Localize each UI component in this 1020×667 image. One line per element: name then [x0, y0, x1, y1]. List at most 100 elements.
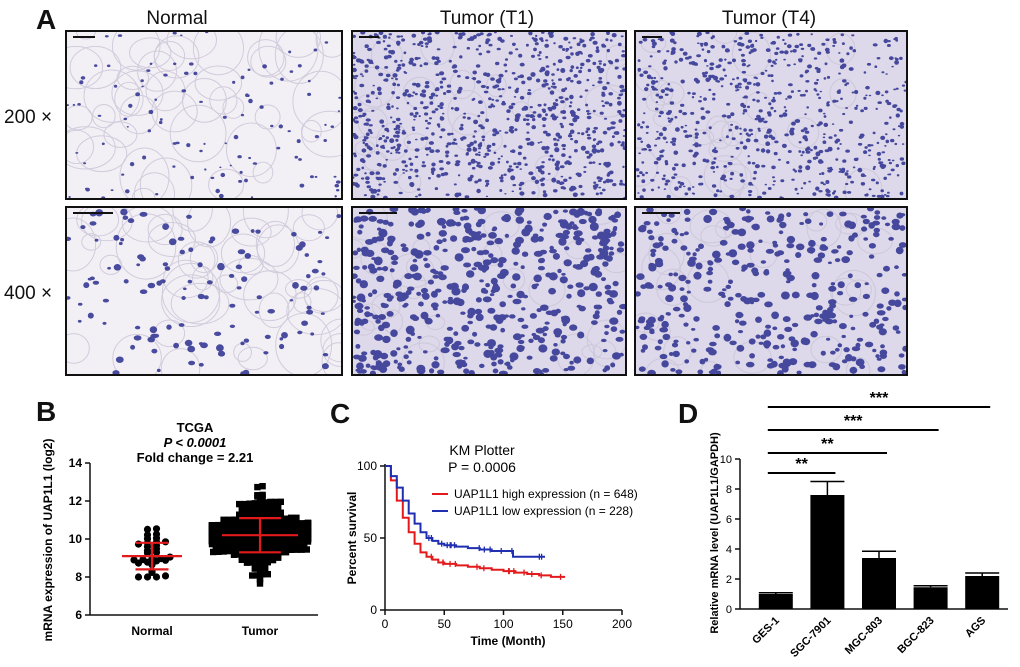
scale-bar: [642, 36, 662, 38]
scale-bar: [73, 36, 95, 38]
chart-d-ytick-label: 6: [726, 514, 732, 526]
chart-d-bar: Relative mRNA level (UAP1L1/GAPDH) 0 2 4 6 8…: [709, 390, 1008, 660]
chart-d-ytick-label: 2: [726, 574, 732, 586]
chart-c-xtick-label: 200: [612, 617, 632, 631]
chart-d-sig-label: **: [821, 436, 834, 453]
chart-b-xtick-label: Tumor: [242, 624, 279, 638]
chart-b-point-tumor: [282, 515, 290, 522]
chart-b-point-tumor: [254, 492, 261, 499]
micrograph-tumor-t1-200x: [351, 30, 627, 200]
chart-b-p-value: P < 0.0001: [164, 435, 227, 450]
micrograph-normal-400x: [65, 206, 343, 376]
chart-b-point-tumor: [254, 559, 261, 566]
chart-d-bar-ges-1: [758, 594, 793, 609]
chart-c-xtick-label: 0: [382, 617, 389, 631]
chart-c-xtick-label: 50: [438, 617, 452, 631]
chart-b-point-tumor: [225, 516, 232, 523]
chart-b-point-tumor: [246, 500, 253, 507]
chart-c-xtick-label: 100: [493, 617, 513, 631]
chart-b-point-tumor: [236, 543, 243, 550]
scale-bar: [359, 212, 397, 214]
legend-high-label: UAP1L1 high expression (n = 648): [454, 487, 638, 501]
chart-b-ytick-label: 12: [69, 494, 83, 508]
chart-b-point-tumor: [220, 535, 227, 542]
chart-b-point-tumor: [264, 571, 271, 578]
chart-b-point-tumor: [277, 498, 284, 505]
scale-bar: [359, 36, 379, 38]
chart-c-p-value: P = 0.0006: [448, 459, 516, 475]
chart-b-point-tumor: [241, 551, 248, 558]
chart-b-point-normal: [143, 573, 152, 581]
chart-b-point-tumor: [249, 559, 256, 566]
chart-b-point-tumor: [254, 483, 261, 491]
chart-c-title: KM Plotter: [449, 442, 515, 458]
chart-b-point-tumor: [220, 516, 227, 523]
chart-d-xtick-label: MGC-803: [843, 615, 885, 657]
chart-d-ytick-label: 8: [726, 484, 732, 496]
chart-d-sig-label: **: [795, 456, 808, 473]
chart-b-point-tumor: [259, 483, 266, 490]
chart-b-point-tumor: [230, 551, 238, 558]
row-header-400x: 400 ×: [4, 283, 53, 304]
chart-b-point-normal: [130, 556, 138, 564]
chart-d-bar-bgc-823: [913, 587, 948, 609]
chart-b-xtick-label: Normal: [131, 624, 172, 638]
chart-b-title: TCGA: [177, 420, 214, 435]
chart-b-point-tumor: [230, 535, 238, 542]
chart-d-ytick-label: 4: [726, 544, 732, 556]
chart-c-line-high: [385, 465, 566, 578]
chart-b-point-normal: [143, 525, 152, 533]
chart-b-point-tumor: [236, 511, 243, 518]
chart-b-point-tumor: [215, 521, 222, 529]
chart-b-point-tumor: [256, 580, 264, 587]
chart-d-xtick-label: GES-1: [750, 615, 782, 647]
chart-b-point-tumor: [269, 504, 277, 511]
chart-b-point-tumor: [236, 551, 243, 558]
chart-b-point-tumor: [293, 514, 300, 521]
panel-d-letter: D: [678, 398, 699, 429]
micrograph-tumor-t4-400x: [634, 206, 908, 376]
chart-b-ytick-label: 6: [75, 608, 82, 622]
chart-b-point-tumor: [277, 509, 284, 516]
chart-d-bar-ags: [965, 576, 1000, 609]
chart-b-point-tumor: [241, 543, 248, 550]
chart-d-sig-label: ***: [870, 390, 889, 407]
scale-bar: [642, 212, 680, 214]
chart-b-point-tumor: [238, 506, 245, 513]
chart-b-point-tumor: [251, 534, 258, 542]
chart-b-point-tumor: [267, 498, 274, 506]
chart-b-point-tumor: [304, 519, 312, 527]
chart-d-bar-sgc-7901: [810, 495, 845, 609]
chart-b-point-tumor: [262, 542, 269, 549]
chart-b-scatter: TCGA P < 0.0001 Fold change = 2.21 mRNA …: [41, 420, 318, 641]
chart-b-point-normal: [152, 525, 161, 533]
column-header-tumor-t1: Tumor (T1): [439, 8, 535, 29]
chart-c-ylabel: Percent survival: [345, 492, 359, 585]
chart-c-ytick-label: 100: [357, 459, 377, 473]
chart-b-point-tumor: [262, 499, 269, 506]
chart-b-point-tumor: [246, 551, 253, 558]
panel-a-letter: A: [36, 4, 57, 35]
chart-b-point-tumor: [259, 559, 266, 566]
chart-b-point-tumor: [298, 520, 305, 527]
chart-d-ytick-label: 0: [726, 604, 732, 616]
chart-c-ytick-label: 50: [364, 531, 378, 545]
chart-b-point-tumor: [241, 500, 248, 508]
chart-b-point-tumor: [272, 498, 279, 506]
micrograph-tumor-t4-200x: [634, 30, 908, 200]
chart-b-point-tumor: [272, 534, 279, 541]
chart-b-point-tumor: [277, 534, 284, 541]
chart-b-point-tumor: [264, 508, 271, 515]
chart-b-point-tumor: [288, 514, 295, 521]
chart-b-point-normal: [143, 531, 152, 539]
chart-b-point-tumor: [236, 500, 243, 508]
chart-b-point-tumor: [264, 559, 271, 566]
chart-b-point-tumor: [259, 491, 266, 499]
chart-b-point-tumor: [210, 522, 217, 529]
chart-d-xtick-label: SGC-7901: [788, 615, 833, 660]
chart-b-point-normal: [152, 573, 161, 581]
chart-c-km: KM Plotter P = 0.0006 Percent survival T…: [345, 442, 638, 648]
chart-b-point-tumor: [230, 516, 238, 523]
chart-b-point-tumor: [269, 507, 277, 514]
chart-b-point-normal: [139, 556, 147, 564]
